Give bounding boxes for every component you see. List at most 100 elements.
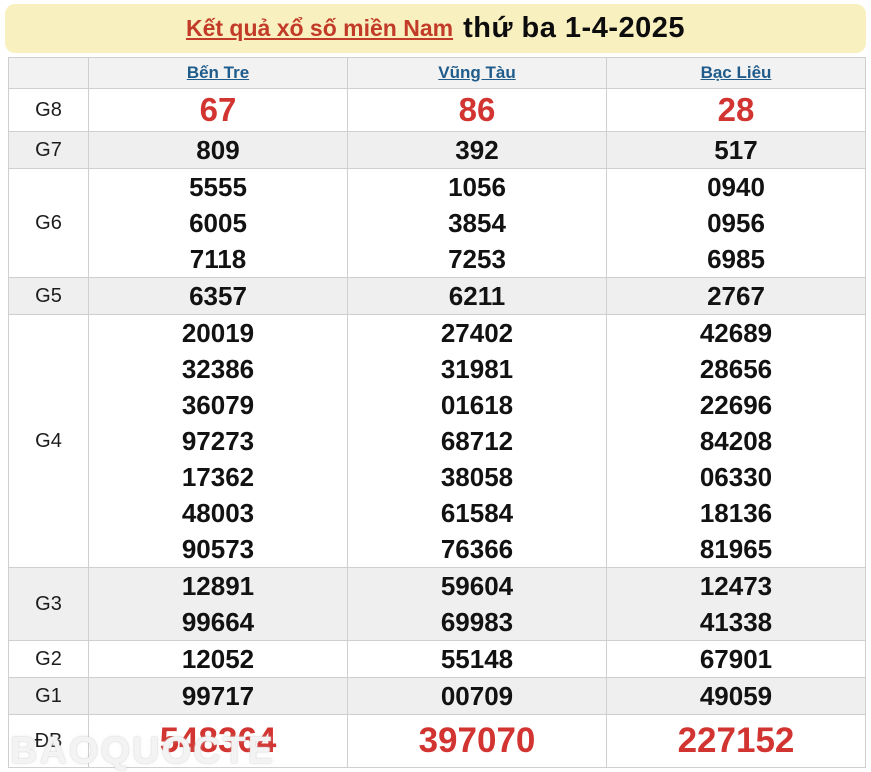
prize-row-g4: G4 20019 32386 36079 97273 17362 48003 90573 274… bbox=[8, 314, 866, 568]
prize-number: 0956 bbox=[707, 208, 765, 238]
prize-cell: 42689 28656 22696 84208 06330 18136 81965 bbox=[606, 314, 866, 568]
prize-cell: 6211 bbox=[347, 277, 607, 315]
prize-cell: 28 bbox=[606, 88, 866, 132]
prize-label: G1 bbox=[8, 677, 89, 715]
prize-number: 12891 bbox=[181, 571, 255, 601]
province-header-1: Vũng Tàu bbox=[347, 57, 607, 89]
prize-number: 31981 bbox=[440, 354, 514, 384]
prize-cell: 86 bbox=[347, 88, 607, 132]
prize-number: 392 bbox=[455, 135, 499, 165]
prize-number: 36079 bbox=[181, 390, 255, 420]
prize-cell: 49059 bbox=[606, 677, 866, 715]
results-table: Bến Tre Vũng Tàu Bạc Liêu G8 67 86 28 G7 809 392… bbox=[8, 57, 866, 768]
prize-row-g6: G6 5555 6005 7118 1056 3854 7253 0940 0956 6985 bbox=[8, 168, 866, 278]
prize-cell: 00709 bbox=[347, 677, 607, 715]
prize-cell: 67 bbox=[88, 88, 348, 132]
prize-number: 20019 bbox=[181, 318, 255, 348]
prize-number: 00709 bbox=[440, 681, 514, 711]
prize-number: 68712 bbox=[440, 426, 514, 456]
prize-number: 99717 bbox=[181, 681, 255, 711]
prize-number: 76366 bbox=[440, 534, 514, 564]
prize-number: 6005 bbox=[189, 208, 247, 238]
prize-label: G3 bbox=[8, 567, 89, 641]
prize-number: 6357 bbox=[189, 281, 247, 311]
prize-number: 84208 bbox=[699, 426, 773, 456]
province-link[interactable]: Bến Tre bbox=[186, 63, 250, 82]
prize-number: 41338 bbox=[699, 607, 773, 637]
prize-cell: 67901 bbox=[606, 640, 866, 678]
prize-cell: 12891 99664 bbox=[88, 567, 348, 641]
prize-cell: 12052 bbox=[88, 640, 348, 678]
prize-number: 3854 bbox=[448, 208, 506, 238]
prize-number: 55148 bbox=[440, 644, 514, 674]
prize-row-g2: G2 12052 55148 67901 bbox=[8, 640, 866, 678]
prize-number: 12473 bbox=[699, 571, 773, 601]
prize-number: 18136 bbox=[699, 498, 773, 528]
title-link[interactable]: Kết quả xổ số miền Nam bbox=[185, 15, 454, 41]
prize-number: 61584 bbox=[440, 498, 514, 528]
prize-row-g8: G8 67 86 28 bbox=[8, 88, 866, 132]
prize-row-g7: G7 809 392 517 bbox=[8, 131, 866, 169]
prize-number: 01618 bbox=[440, 390, 514, 420]
prize-cell: 809 bbox=[88, 131, 348, 169]
province-link[interactable]: Vũng Tàu bbox=[438, 63, 516, 82]
prize-number: 0940 bbox=[707, 172, 765, 202]
prize-row-db: ĐB 548364 397070 227152 bbox=[8, 714, 866, 768]
prize-number: 17362 bbox=[181, 462, 255, 492]
prize-number: 7253 bbox=[448, 244, 506, 274]
prize-number: 6211 bbox=[448, 281, 506, 311]
prize-cell: 392 bbox=[347, 131, 607, 169]
prize-cell: 59604 69983 bbox=[347, 567, 607, 641]
prize-cell: 1056 3854 7253 bbox=[347, 168, 607, 278]
prize-number: 42689 bbox=[699, 318, 773, 348]
prize-number: 48003 bbox=[181, 498, 255, 528]
prize-number: 90573 bbox=[181, 534, 255, 564]
prize-number: 22696 bbox=[699, 390, 773, 420]
prize-number: 2767 bbox=[707, 281, 765, 311]
prize-number: 227152 bbox=[677, 721, 795, 760]
prize-label: G5 bbox=[8, 277, 89, 315]
prize-row-g3: G3 12891 99664 59604 69983 12473 41338 bbox=[8, 567, 866, 641]
prize-number: 397070 bbox=[418, 721, 536, 760]
province-link[interactable]: Bạc Liêu bbox=[700, 63, 772, 82]
prize-number: 97273 bbox=[181, 426, 255, 456]
prize-cell: 548364 bbox=[88, 714, 348, 768]
prize-label: G8 bbox=[8, 88, 89, 132]
prize-number: 548364 bbox=[159, 721, 277, 760]
prize-number: 67901 bbox=[699, 644, 773, 674]
page-title-bar: Kết quả xổ số miền Nam thứ ba 1-4-2025 bbox=[5, 4, 866, 53]
prize-label: ĐB bbox=[8, 714, 89, 768]
draw-date: thứ ba 1-4-2025 bbox=[463, 12, 686, 44]
prize-label: G2 bbox=[8, 640, 89, 678]
prize-number: 99664 bbox=[181, 607, 255, 637]
prize-cell: 55148 bbox=[347, 640, 607, 678]
prize-number: 06330 bbox=[699, 462, 773, 492]
prize-number: 69983 bbox=[440, 607, 514, 637]
prize-label: G6 bbox=[8, 168, 89, 278]
prize-number: 86 bbox=[458, 91, 496, 128]
prize-number: 49059 bbox=[699, 681, 773, 711]
prize-number: 12052 bbox=[181, 644, 255, 674]
prize-cell: 397070 bbox=[347, 714, 607, 768]
prize-number: 67 bbox=[199, 91, 237, 128]
prize-number: 59604 bbox=[440, 571, 514, 601]
prize-cell: 20019 32386 36079 97273 17362 48003 90573 bbox=[88, 314, 348, 568]
prize-cell: 99717 bbox=[88, 677, 348, 715]
prize-label: G4 bbox=[8, 314, 89, 568]
prize-cell: 27402 31981 01618 68712 38058 61584 76366 bbox=[347, 314, 607, 568]
prize-number: 1056 bbox=[448, 172, 506, 202]
prize-label: G7 bbox=[8, 131, 89, 169]
prize-cell: 2767 bbox=[606, 277, 866, 315]
prize-rows-body: G8 67 86 28 G7 809 392 517 G6 5555 6005 7118 1056 385… bbox=[8, 88, 866, 768]
prize-cell: 5555 6005 7118 bbox=[88, 168, 348, 278]
prize-number: 32386 bbox=[181, 354, 255, 384]
prize-number: 28 bbox=[717, 91, 755, 128]
province-header-2: Bạc Liêu bbox=[606, 57, 866, 89]
prize-number: 5555 bbox=[189, 172, 247, 202]
province-header-row: Bến Tre Vũng Tàu Bạc Liêu bbox=[8, 57, 866, 89]
prize-number: 81965 bbox=[699, 534, 773, 564]
prize-row-g5: G5 6357 6211 2767 bbox=[8, 277, 866, 315]
prize-number: 7118 bbox=[189, 244, 247, 274]
prize-row-g1: G1 99717 00709 49059 bbox=[8, 677, 866, 715]
province-header-0: Bến Tre bbox=[88, 57, 348, 89]
